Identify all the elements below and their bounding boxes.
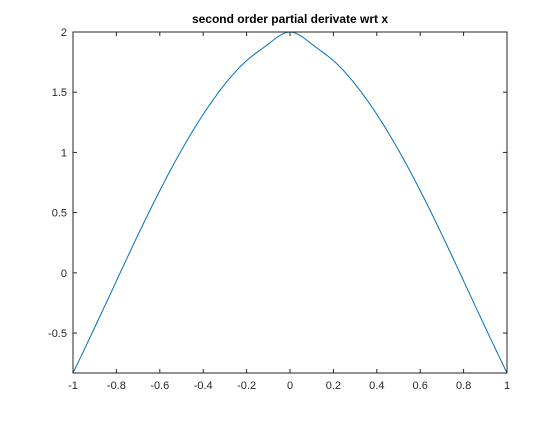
x-tick-label: -0.6: [150, 380, 169, 392]
axes-layer: -1 -0.8 -0.6 -0.4 -0.2 0 0.2 0.4 0.6 0.8 1 -0.5 0 0.5…: [48, 27, 510, 392]
x-tick-label: 0.8: [456, 380, 471, 392]
x-tick-label: 0.4: [369, 380, 384, 392]
x-tick-label: 0.2: [326, 380, 341, 392]
x-tick-label: -1: [68, 380, 78, 392]
x-tick-label: -0.2: [237, 380, 256, 392]
y-tick-label: 2: [61, 27, 67, 39]
x-tick-label: -0.4: [194, 380, 213, 392]
x-tick-label: 1: [504, 380, 510, 392]
x-tick-label: -0.8: [107, 380, 126, 392]
x-tick-label: 0.6: [413, 380, 428, 392]
x-tick-label: 0: [287, 380, 293, 392]
plot-area: [73, 32, 507, 373]
y-tick-label: 1.5: [52, 87, 67, 99]
chart-title: second order partial derivate wrt x: [192, 12, 388, 26]
y-tick-label: 0.5: [52, 208, 67, 220]
y-tick-label: 0: [61, 268, 67, 280]
y-tick-label: 1: [61, 147, 67, 159]
y-tick-label: -0.5: [48, 328, 67, 340]
